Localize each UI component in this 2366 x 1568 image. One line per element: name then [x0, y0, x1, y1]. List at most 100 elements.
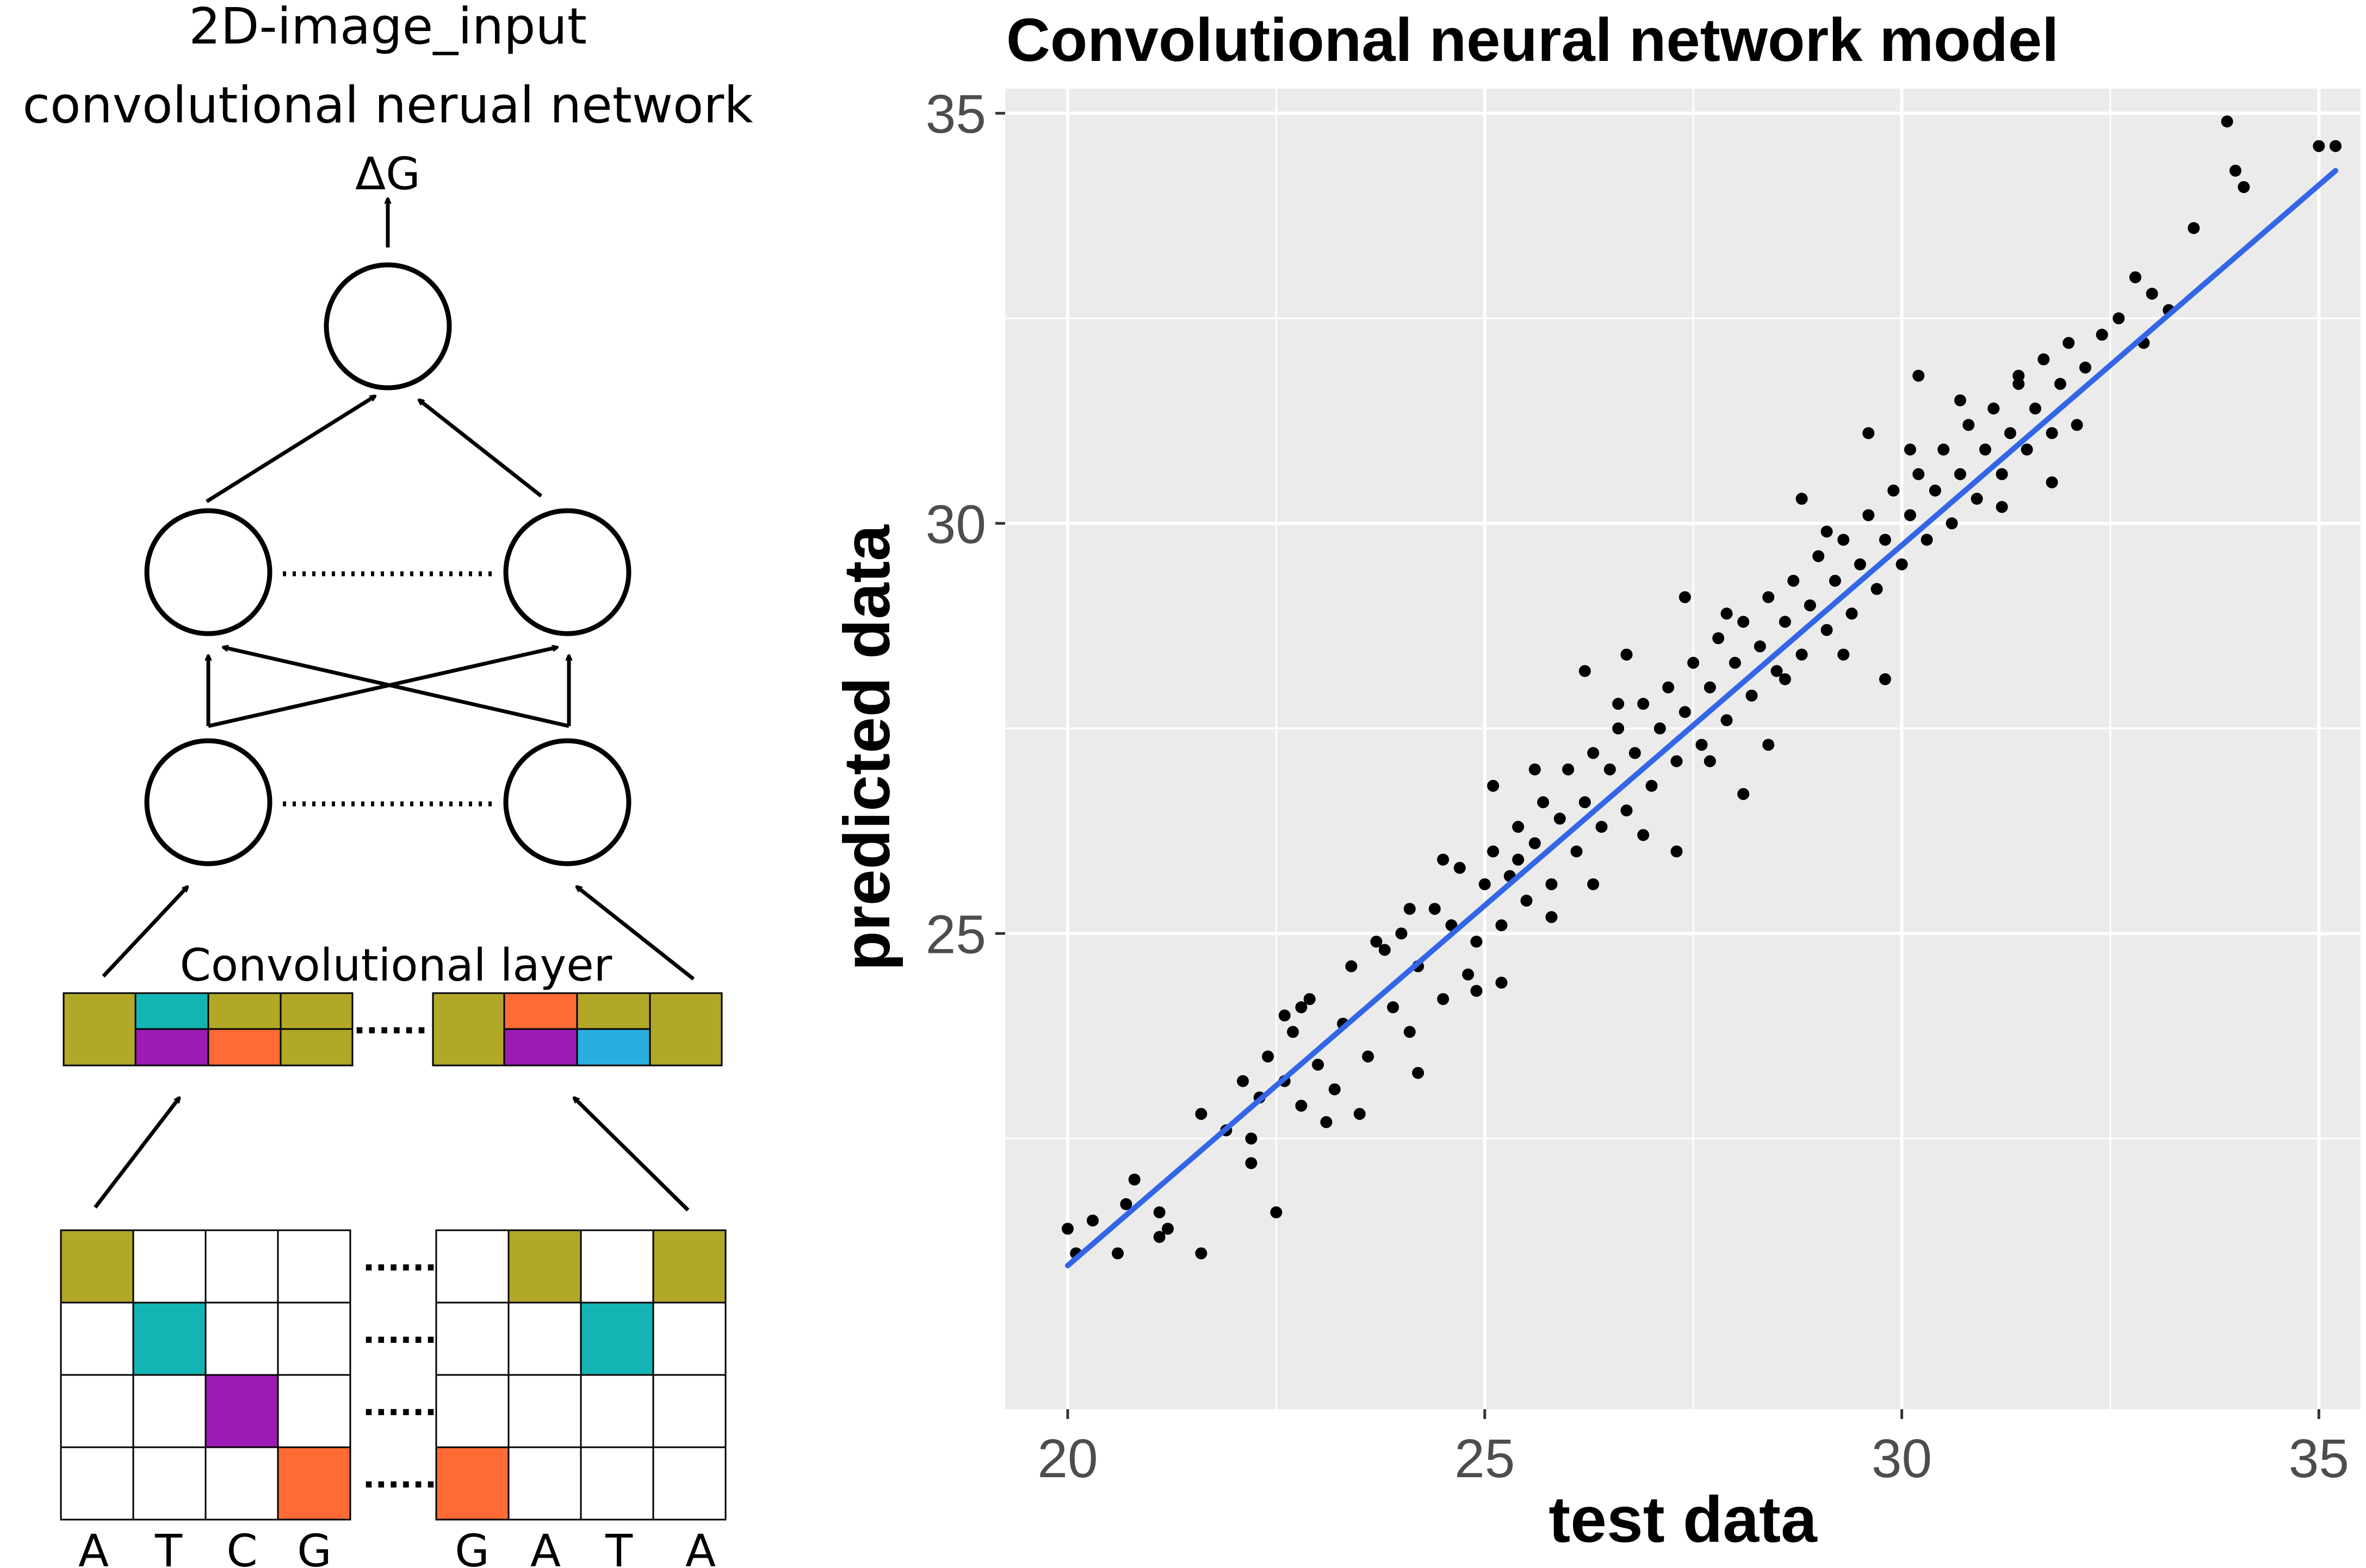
scatter-point	[1904, 509, 1916, 522]
cnn-diagram: 2D-image_input convolutional nerual netw…	[22, 0, 753, 1568]
scatter-point	[2071, 419, 2083, 431]
scatter-point	[1845, 608, 1858, 620]
scatter-point	[2046, 476, 2058, 488]
scatter-point	[1653, 722, 1666, 735]
seq-right-letter: T	[605, 1526, 633, 1568]
input-grid-ellipsis-row3: ......	[363, 1385, 437, 1423]
scatter-point	[1679, 591, 1691, 604]
scatter-point	[1128, 1173, 1141, 1186]
scatter-point	[1670, 755, 1683, 767]
scatter-point	[1303, 993, 1316, 1005]
scatter-point	[2313, 140, 2325, 152]
scatter-point	[1912, 369, 1925, 382]
scatter-point	[1345, 960, 1358, 972]
scatter-point	[1270, 1206, 1283, 1219]
scatter-point	[2037, 353, 2050, 365]
scatter-point	[2221, 115, 2233, 128]
axes: 20 25 30 35 25 30 35	[926, 84, 2349, 1489]
scatter-point	[1996, 468, 2008, 480]
seq-right-letter: A	[685, 1526, 716, 1568]
scatter-point	[1870, 582, 1883, 595]
scatter-point	[1829, 574, 1841, 587]
scatter-point	[1453, 862, 1466, 874]
scatter-point	[1954, 394, 1966, 407]
arrow-conv-to-h1right	[577, 887, 695, 981]
scatter-point	[1762, 591, 1775, 604]
arrow-h2right-to-output	[419, 400, 543, 498]
arrow-h1left-to-h2right	[208, 647, 558, 728]
arrow-h2left-to-output	[206, 394, 375, 503]
scatter-point	[1779, 673, 1791, 685]
scatter-point	[1528, 837, 1541, 850]
conv-layer-left	[63, 992, 354, 1067]
scatter-point	[1662, 681, 1675, 693]
scatter-point	[1954, 468, 1966, 480]
scatter-point	[1112, 1247, 1124, 1260]
diagram-title-line2: convolutional nerual network	[22, 76, 753, 134]
seq-right-letters: G A T A	[455, 1526, 716, 1568]
scatter-point	[2146, 288, 2158, 300]
scatter-point	[1462, 968, 1475, 981]
scatter-point	[1595, 821, 1608, 833]
scatter-point	[1804, 599, 1816, 612]
scatter-point	[1837, 648, 1850, 661]
scatter-point	[1428, 903, 1441, 915]
conv-layer-right	[432, 992, 723, 1067]
scatter-point	[1520, 894, 1533, 907]
scatter-point	[1737, 616, 1750, 628]
scatter-point	[1637, 698, 1650, 710]
scatter-point	[1370, 935, 1383, 948]
seq-left-letter: A	[78, 1526, 109, 1568]
scatter-point	[1704, 755, 1716, 767]
scatter-point	[1787, 574, 1800, 587]
scatter-point	[1587, 878, 1600, 890]
scatter-point	[1795, 648, 1808, 661]
scatter-point	[1812, 550, 1825, 562]
scatter-point	[2238, 181, 2250, 193]
scatter-point	[1387, 1001, 1399, 1014]
scatter-point	[1353, 1108, 1366, 1120]
scatter-point	[1754, 640, 1766, 653]
scatter-point	[2021, 443, 2033, 456]
scatter-point	[1553, 813, 1566, 825]
arrow-input-to-conv-left	[94, 1098, 179, 1209]
scatter-point	[1295, 1001, 1308, 1014]
scatter-point	[1512, 821, 1525, 833]
scatter-point	[2229, 164, 2241, 177]
scatter-point	[2113, 312, 2125, 325]
scatter-point	[1712, 632, 1725, 644]
input-grid-ellipsis-row2: ......	[363, 1313, 437, 1351]
scatter-point	[1578, 665, 1591, 677]
hidden2-node-left	[144, 508, 272, 636]
scatter-point	[1412, 1067, 1424, 1079]
scatter-point	[1570, 845, 1583, 858]
scatter-point	[1495, 976, 1508, 989]
scatter-point	[1287, 1026, 1299, 1038]
seq-right-letter: A	[530, 1526, 561, 1568]
scatter-point	[2329, 140, 2342, 152]
input-grid-ellipsis-row1: ......	[363, 1241, 437, 1279]
scatter-point	[1687, 656, 1700, 669]
scatter-point	[1153, 1206, 1166, 1219]
scatter-point	[2012, 369, 2025, 382]
fit-line-group	[1065, 168, 2338, 1269]
hidden1-node-left	[144, 738, 272, 866]
scatter-point	[2029, 402, 2041, 415]
scatter-point	[1896, 558, 1908, 571]
input-grid-ellipsis-row4: ......	[363, 1458, 437, 1496]
output-node	[324, 262, 452, 391]
scatter-point	[1403, 1026, 1416, 1038]
scatter-point	[1979, 443, 1991, 456]
scatter-point	[1987, 402, 2000, 415]
scatter-point	[1996, 501, 2008, 513]
scatter-point	[1545, 878, 1558, 890]
scatter-point	[2129, 271, 2141, 283]
scatter-point	[1437, 993, 1450, 1005]
scatter-point	[1879, 534, 1891, 546]
scatter-point	[1328, 1083, 1341, 1095]
x-tick-label: 30	[1872, 1428, 1932, 1489]
x-tick-label: 25	[1454, 1428, 1515, 1489]
scatter-point	[1528, 763, 1541, 776]
scatter-chart: Convolutional neural network model 20 25 3…	[831, 6, 2361, 1556]
scatter-point	[1562, 763, 1575, 776]
